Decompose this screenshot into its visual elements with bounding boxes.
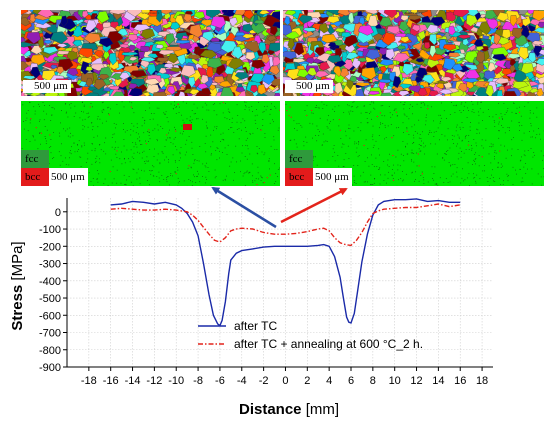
phase-legend: fcc bcc 500 μm [21,150,88,186]
grid [67,198,493,368]
phase-legend: fcc bcc 500 μm [285,150,352,186]
series-line-1 [110,198,461,327]
bcc-cluster [183,124,192,130]
bcc-swatch: bcc [285,168,313,186]
x-tick-label: -6 [215,375,225,387]
scale-bar-label: 500 μm [313,168,352,186]
legend: after TC after TC + annealing at 600 °C_2… [198,319,423,351]
panel-title: Grain Color 1 [141,11,160,15]
scale-bar-label: 500 μm [285,80,333,93]
x-tick-label: 10 [389,375,401,387]
y-tick-label: -800 [39,345,61,357]
scale-bar-label: 500 μm [23,80,71,93]
x-tick-label: -18 [81,375,97,387]
x-tick-label: -12 [146,375,162,387]
x-tick-label: 6 [348,375,354,387]
y-tick-label: -200 [39,241,61,253]
x-tick-label: -14 [125,375,141,387]
y-axis-label: Stress [MPa] [9,241,26,330]
y-tick-label: -600 [39,310,61,322]
y-tick-label: -400 [39,276,61,288]
x-tick-label: -10 [168,375,184,387]
x-tick-label: -8 [193,375,203,387]
ebsd-phase-map-left: fcc bcc 500 μm [21,101,280,186]
arrow-to-right-map [280,187,348,224]
y-tick-label: -300 [39,259,61,271]
fcc-swatch: fcc [21,150,49,168]
legend-label-2: after TC + annealing at 600 °C_2 h. [234,337,423,351]
grain-map-image [21,10,280,96]
y-tick-label: -700 [39,328,61,340]
axes: 0-100-200-300-400-500-600-700-800-900-18… [39,198,493,387]
ebsd-grain-map-right: Grain Color 2 500 μm [283,10,544,96]
x-axis-unit: [mm] [306,401,339,418]
fcc-swatch: fcc [285,150,313,168]
x-tick-label: 8 [370,375,376,387]
y-tick-label: -900 [39,362,61,374]
x-tick-label: 16 [454,375,466,387]
grain-texture [283,10,544,96]
x-tick-label: -16 [103,375,119,387]
grain-map-image [283,10,544,96]
series-line-2 [110,203,461,247]
y-tick-label: 0 [55,207,61,219]
y-axis-unit: [MPa] [9,241,26,280]
x-tick-label: 12 [410,375,422,387]
x-axis-title: Distance [239,401,302,418]
x-tick-label: 18 [476,375,488,387]
bcc-swatch: bcc [21,168,49,186]
grain-texture [21,10,280,96]
ebsd-grain-map-left: Grain Color 1 500 μm [21,10,280,96]
x-tick-label: 2 [304,375,310,387]
scale-bar-label: 500 μm [49,168,88,186]
ebsd-phase-map-right: fcc bcc 500 μm [285,101,544,186]
y-tick-label: -100 [39,224,61,236]
x-axis-label: Distance [mm] [239,401,339,418]
y-axis-title: Stress [9,285,26,331]
y-tick-label: -500 [39,293,61,305]
x-tick-label: 0 [282,375,288,387]
legend-label-1: after TC [234,319,277,333]
arrow-to-left-map [211,186,277,229]
annotation-arrows [211,186,348,229]
x-tick-label: 14 [432,375,444,387]
x-tick-label: -4 [237,375,247,387]
x-tick-label: 4 [326,375,332,387]
x-tick-label: -2 [259,375,269,387]
panel-title: Grain Color 2 [404,11,423,15]
series-group [110,198,461,327]
